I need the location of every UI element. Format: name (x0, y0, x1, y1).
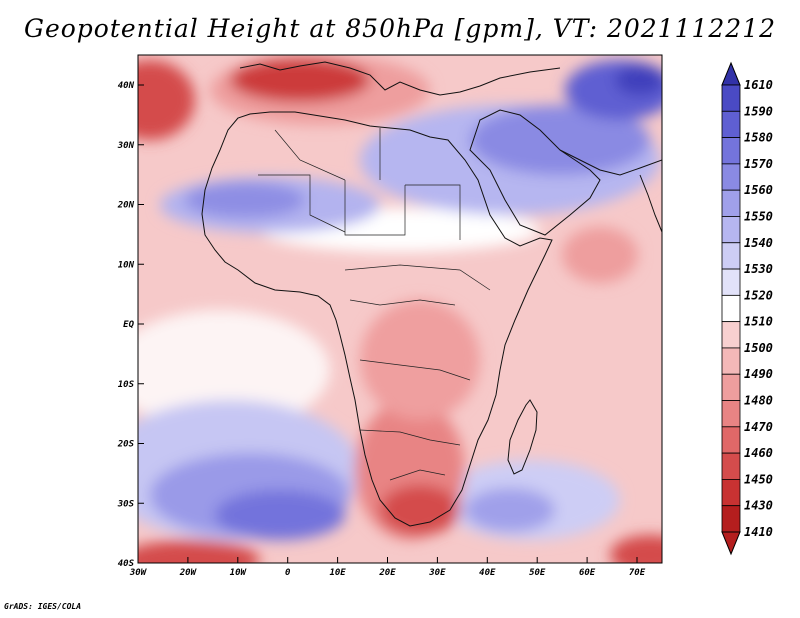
colorbar-swatch (721, 452, 741, 480)
lat-label: 40S (118, 559, 135, 569)
border-line (405, 184, 461, 240)
colorbar-label: 1610 (744, 78, 773, 92)
colorbar-label: 1470 (744, 420, 773, 434)
lat-label: 10N (118, 260, 135, 270)
colorbar-label: 1590 (744, 104, 773, 118)
lon-label: 20E (378, 568, 396, 578)
colorbar-swatch (721, 400, 741, 428)
lat-label: 40N (118, 81, 135, 91)
red-mediterranean-core (230, 58, 370, 102)
map-area: 40N 30N 20N 10N EQ 10S 20S 30S 40S 30W 20W 10W 0 10E… (117, 54, 663, 578)
colorbar-swatch (721, 321, 741, 349)
lat-label: EQ (123, 320, 134, 330)
colorbar: 1610 1590 1580 1570 1560 1550 1540 1530 1520 1510… (721, 61, 773, 556)
colorbar-label: 1520 (744, 288, 773, 302)
colorbar-label: 1490 (744, 367, 773, 381)
colorbar-swatch (721, 84, 741, 112)
colorbar-label: 1450 (744, 472, 773, 486)
lon-label: 10E (329, 568, 346, 578)
coastline-india (639, 174, 662, 233)
blue-south-atlantic-core (215, 490, 345, 540)
border-line (344, 180, 406, 236)
coastline-arabia (469, 109, 601, 236)
lon-label: 50E (529, 568, 546, 578)
border-line (274, 129, 346, 181)
coastline-europe (239, 61, 561, 96)
map-frame (137, 54, 663, 564)
blue-south-indian-core (465, 488, 555, 532)
colorbar-arrow-bottom (721, 531, 741, 556)
border-line (359, 359, 471, 381)
colorbar-arrow-top (721, 61, 741, 86)
border-line (389, 469, 446, 481)
lat-axis: 40N 30N 20N 10N EQ 10S 20S 30S 40S (117, 81, 144, 569)
colorbar-swatch (721, 294, 741, 323)
colorbar-swatch (721, 216, 741, 244)
lon-label: 70E (629, 568, 646, 578)
colorbar-swatch (721, 242, 741, 270)
lon-label: 10W (230, 568, 248, 578)
colorbar-swatch (721, 347, 741, 375)
credit-text: GrADS: IGES/COLA (4, 602, 82, 611)
colorbar-swatch (721, 426, 741, 454)
border-line (359, 429, 461, 446)
chart-title: Geopotential Height at 850hPa [gpm], VT:… (23, 14, 777, 43)
red-nw-corner (138, 60, 195, 140)
colorbar-swatch (721, 479, 741, 507)
lon-label: 40E (479, 568, 496, 578)
colorbar-label: 1550 (744, 209, 773, 223)
colorbar-swatch (721, 137, 741, 165)
red-sw-corner (138, 540, 260, 563)
lat-label: 30S (117, 499, 135, 509)
coastline-iran (559, 149, 662, 176)
coastline-africa (201, 111, 553, 527)
lat-label: 20N (117, 201, 135, 211)
red-central-africa (360, 300, 480, 420)
colorbar-label: 1460 (744, 446, 773, 460)
colorbar-swatch (721, 373, 741, 401)
colorbar-swatch (721, 189, 741, 217)
lon-label: 20W (179, 568, 198, 578)
colorbar-label: 1430 (744, 499, 773, 513)
blue-arabia-core (470, 105, 650, 175)
colorbar-label: 1560 (744, 183, 773, 197)
red-indian-ocean (562, 227, 638, 283)
colorbar-swatch (721, 110, 741, 138)
blue-sahara-core (185, 182, 305, 218)
lat-label: 30N (117, 141, 135, 151)
neutral-band-atlantic (138, 310, 330, 430)
lon-label: 0 (285, 568, 291, 578)
lat-label: 20S (117, 440, 135, 450)
country-borders (258, 128, 491, 481)
lat-label: 10S (118, 380, 135, 390)
colorbar-label: 1530 (744, 262, 773, 276)
lon-label: 60E (579, 568, 596, 578)
border-line (344, 264, 491, 291)
colorbar-swatch (721, 268, 741, 296)
colorbar-swatch (721, 505, 741, 533)
red-southern-africa-core (380, 485, 460, 535)
blue-iran-peak (615, 65, 662, 95)
colorbar-label: 1480 (744, 394, 773, 408)
lon-label: 30W (129, 568, 148, 578)
height-field (138, 55, 662, 563)
red-se-corner (610, 535, 662, 563)
lon-label: 30E (428, 568, 446, 578)
coastline-madagascar (507, 399, 538, 475)
colorbar-label: 1570 (744, 157, 773, 171)
colorbar-swatch (721, 163, 741, 191)
colorbar-label: 1510 (744, 315, 773, 329)
border-line (258, 174, 346, 233)
border-line (349, 299, 456, 306)
lon-axis: 30W 20W 10W 0 10E 20E 30E 40E 50E 60E 70E (129, 557, 646, 578)
colorbar-label: 1540 (744, 236, 773, 250)
colorbar-label: 1580 (744, 131, 773, 145)
colorbar-label: 1410 (744, 525, 773, 539)
colorbar-label: 1500 (744, 341, 773, 355)
